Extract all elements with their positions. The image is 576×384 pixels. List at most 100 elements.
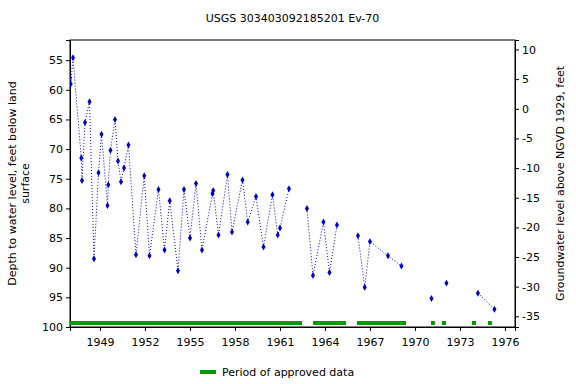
tick-label: -20 — [522, 221, 540, 234]
tick: 1955 — [176, 327, 204, 349]
tick-mark — [66, 297, 70, 298]
data-point — [168, 197, 172, 204]
tick: 70 — [49, 143, 70, 156]
data-point — [80, 177, 84, 184]
data-point — [386, 252, 390, 259]
data-point — [216, 232, 220, 239]
legend-label: Period of approved data — [222, 366, 354, 379]
data-point — [142, 172, 146, 179]
tick-label: 10 — [522, 44, 536, 57]
tick-label: 70 — [49, 143, 63, 156]
tick-label: 1964 — [311, 336, 339, 349]
tick: 1958 — [221, 327, 249, 349]
tick: 55 — [49, 54, 70, 67]
tick-label: -35 — [522, 310, 540, 323]
tick: 95 — [49, 291, 70, 304]
data-point — [108, 147, 112, 154]
series-line — [70, 58, 494, 309]
tick-label: -5 — [522, 132, 533, 145]
tick-mark — [66, 60, 70, 61]
data-point — [134, 251, 138, 258]
y2-axis: 1050-5-10-15-20-25-30-35 — [515, 41, 540, 328]
legend-swatch — [200, 370, 216, 374]
tick: -5 — [515, 132, 533, 145]
data-point — [87, 98, 91, 105]
data-point — [246, 219, 250, 226]
data-point — [119, 178, 123, 185]
data-point — [188, 235, 192, 242]
data-point — [311, 272, 315, 279]
tick-mark — [515, 109, 519, 110]
tick-mark — [280, 327, 281, 331]
tick-label: 1955 — [176, 336, 204, 349]
tick-mark — [100, 327, 101, 331]
data-point — [444, 280, 448, 287]
tick-mark — [515, 138, 519, 139]
legend: Period of approved data — [200, 366, 354, 379]
tick-mark — [66, 327, 70, 328]
data-point — [261, 243, 265, 250]
title: USGS 303403092185201 Ev-70 — [206, 12, 380, 25]
data-point — [276, 232, 280, 239]
data-point — [106, 181, 110, 188]
tick: 1967 — [356, 327, 384, 349]
tick: -30 — [515, 281, 540, 294]
tick-label: 1976 — [491, 336, 519, 349]
data-point — [399, 262, 403, 269]
y-axis-title: Depth to water level, feet below landsur… — [6, 81, 32, 286]
tick: 65 — [49, 113, 70, 126]
data-point — [200, 246, 204, 253]
tick-mark — [66, 268, 70, 269]
data-point — [176, 267, 180, 274]
tick-mark — [515, 227, 519, 228]
data-point — [335, 222, 339, 229]
tick-label: 95 — [49, 291, 63, 304]
data-point — [147, 252, 151, 259]
tick-mark — [460, 327, 461, 331]
tick: -10 — [515, 162, 540, 175]
data-point — [194, 180, 198, 187]
data-point — [113, 116, 117, 123]
approved-period — [431, 321, 435, 325]
tick-label: 65 — [49, 113, 63, 126]
tick-mark — [515, 49, 519, 50]
approved-period — [357, 321, 406, 325]
approved-period — [488, 321, 492, 325]
tick: -35 — [515, 310, 540, 323]
tick: 60 — [49, 84, 70, 97]
data-point — [70, 80, 73, 87]
tick-mark — [325, 327, 326, 331]
x-axis: 1949195219551958196119641967197019731976 — [71, 327, 520, 349]
plot-area — [70, 54, 496, 325]
data-point — [122, 165, 126, 172]
axis-line — [71, 328, 516, 332]
tick: 85 — [49, 232, 70, 245]
tick-label: 100 — [42, 321, 63, 334]
axis-line — [66, 41, 71, 328]
plot-frame — [70, 40, 515, 327]
tick: -25 — [515, 251, 540, 264]
data-point — [287, 185, 291, 192]
tick-mark — [145, 327, 146, 331]
tick-mark — [66, 208, 70, 209]
data-point — [321, 219, 325, 226]
tick-label: 80 — [49, 202, 63, 215]
tick-mark — [515, 257, 519, 258]
tick-label: 85 — [49, 232, 63, 245]
data-point — [182, 186, 186, 193]
tick-mark — [515, 198, 519, 199]
data-point — [476, 290, 480, 297]
data-point — [116, 157, 120, 164]
data-point — [254, 193, 258, 200]
data-point — [327, 269, 331, 276]
tick: 75 — [49, 173, 70, 186]
tick: 1949 — [86, 327, 114, 349]
tick-mark — [415, 327, 416, 331]
data-point — [156, 186, 160, 193]
tick-mark — [515, 79, 519, 80]
tick: 1973 — [446, 327, 474, 349]
data-point — [225, 171, 229, 178]
tick-mark — [515, 316, 519, 317]
tick-label: 1952 — [131, 336, 159, 349]
data-point — [305, 205, 309, 212]
